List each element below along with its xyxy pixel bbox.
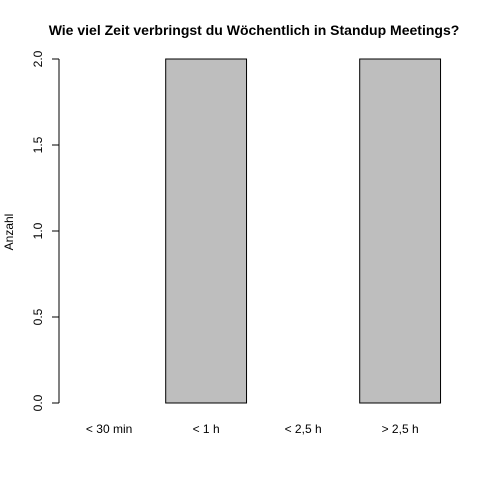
x-tick-label: > 2,5 h (382, 422, 419, 436)
bar-1 (165, 58, 248, 404)
y-tick-label: 1.5 (31, 136, 45, 153)
y-tick-label: 0.0 (31, 394, 45, 411)
y-axis: 0.0 0.5 1.0 1.5 2.0 (31, 50, 60, 411)
y-ticks-group: 0.0 0.5 1.0 1.5 2.0 (31, 50, 59, 411)
x-tick-label: < 30 min (86, 422, 132, 436)
bar-3 (359, 58, 442, 404)
x-axis-labels: < 30 min < 1 h < 2,5 h > 2,5 h (86, 422, 419, 436)
chart-title: Wie viel Zeit verbringst du Wöchentlich … (49, 22, 460, 38)
x-tick-label: < 1 h (193, 422, 220, 436)
plot-area (165, 58, 442, 404)
x-tick-label: < 2,5 h (285, 422, 322, 436)
y-axis-label: Anzahl (2, 214, 16, 251)
bars-group (165, 58, 442, 404)
y-tick-label: 1.0 (31, 222, 45, 239)
y-tick-label: 2.0 (31, 50, 45, 67)
y-tick-label: 0.5 (31, 308, 45, 325)
